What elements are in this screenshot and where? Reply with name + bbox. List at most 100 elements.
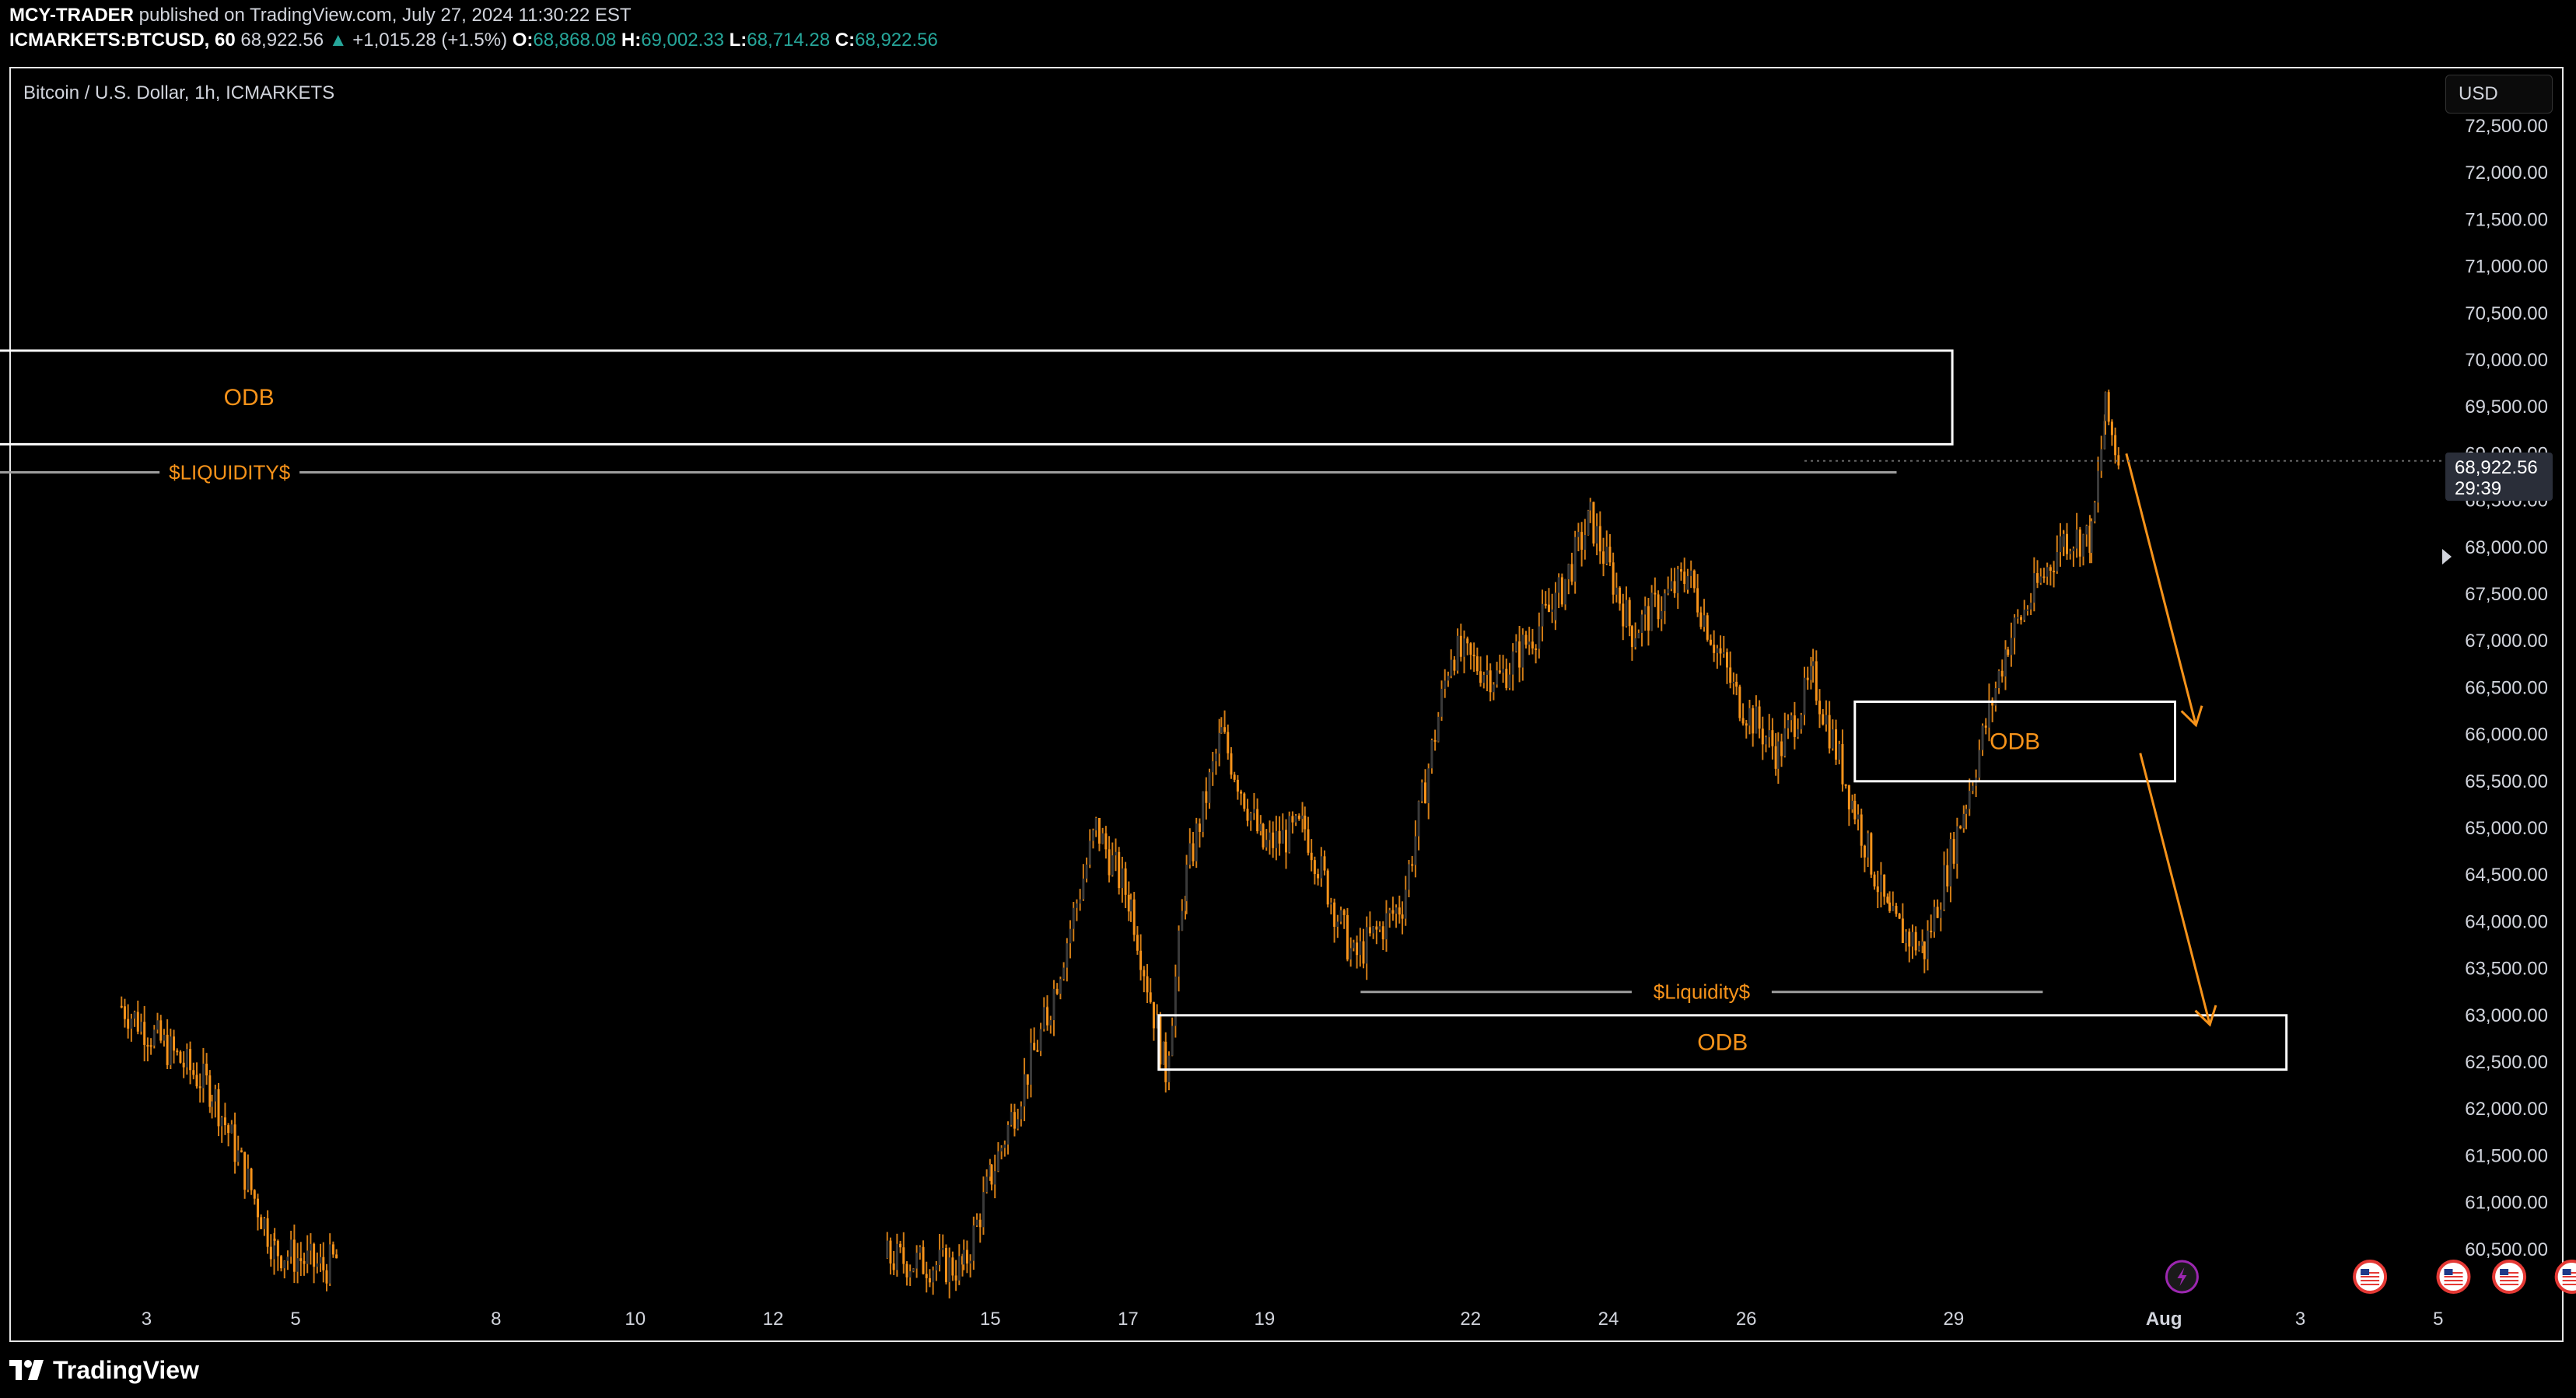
candle-body [1564, 578, 1567, 605]
candle-body [2039, 576, 2042, 583]
candle-body [1699, 612, 1703, 627]
flag-canton [2361, 1269, 2370, 1275]
candle-body [1844, 784, 1847, 786]
candle-body [2013, 617, 2016, 638]
candle-body [1895, 906, 1898, 914]
candle-body [1592, 502, 1595, 543]
candle-body [982, 1192, 985, 1228]
candle-body [266, 1218, 269, 1247]
candle-body [143, 1022, 146, 1045]
candle-body [1946, 865, 1949, 887]
candle-body [922, 1246, 925, 1274]
candle-body [1686, 575, 1689, 590]
flag-stripe [2361, 1276, 2380, 1277]
x-tick-label: 5 [290, 1309, 300, 1330]
odb-box[interactable] [1157, 1014, 2288, 1071]
arrow-head-icon [2194, 1005, 2217, 1027]
candle-body [1818, 701, 1822, 715]
candle-body [1994, 688, 1997, 706]
candle-body [1547, 604, 1550, 613]
candle-body [1602, 551, 1605, 564]
candle-body [1643, 606, 1647, 615]
y-tick-label: 62,000.00 [2465, 1099, 2548, 1120]
candle-body [1535, 648, 1538, 650]
candle-body [1320, 856, 1323, 879]
high-label: H: [621, 30, 642, 51]
currency-button[interactable]: USD [2445, 75, 2553, 114]
candle-body [1968, 791, 1971, 809]
candle-body [1538, 626, 1541, 649]
candle-body [1738, 687, 1741, 718]
candle-body [1423, 782, 1426, 804]
candle-body [1391, 910, 1395, 914]
low-label: L: [729, 30, 747, 51]
candle-body [1901, 918, 1904, 943]
candle-body [1313, 860, 1316, 875]
candle-body [1240, 792, 1243, 794]
candle-body [1437, 716, 1440, 742]
x-tick-label: 22 [1460, 1309, 1481, 1330]
candle-body [1162, 1041, 1165, 1065]
candle-body [1046, 1008, 1049, 1026]
chart-frame[interactable] [9, 67, 2564, 1342]
candle-body [2117, 455, 2120, 466]
candle-body [1453, 659, 1456, 671]
candle-body [1587, 510, 1590, 536]
candle-body [1049, 1020, 1052, 1026]
candle-body [1557, 577, 1560, 593]
published-text: published on TradingView.com, July 27, 2… [138, 5, 632, 26]
candle-body [1329, 902, 1332, 905]
candle-body [912, 1268, 915, 1272]
flag-stripe [2500, 1272, 2519, 1274]
candle-body [1149, 992, 1152, 1002]
candle-body [286, 1256, 289, 1261]
candle-body [280, 1256, 283, 1269]
drawings[interactable]: ODB ODB ODB $LIQUIDITY$ $Liquidity$ [0, 349, 2442, 1071]
odb-box[interactable] [1853, 700, 2177, 783]
candle-body [1815, 661, 1818, 701]
tradingview-logo[interactable]: TradingView [9, 1353, 199, 1387]
publisher-name[interactable]: MCY-TRADER [9, 5, 134, 26]
time-axis[interactable]: 3 5 8 10 12 15 17 19 22 24 26 29 Aug 3 5 [142, 1309, 2444, 1330]
event-markers[interactable] [2165, 1260, 2576, 1294]
candle-body [1647, 606, 1650, 631]
candle-body [269, 1246, 272, 1260]
flag-stripe [2361, 1280, 2380, 1281]
candle-body [1333, 902, 1336, 927]
candle-body [335, 1254, 338, 1259]
candle-body [1637, 633, 1640, 638]
candle-body [1284, 830, 1287, 853]
candle-body [1608, 547, 1612, 563]
candle-body [1252, 809, 1255, 813]
candle-body [2069, 550, 2072, 554]
candle-body [2110, 421, 2113, 435]
candle-body [1735, 681, 1738, 687]
candle-body [247, 1168, 250, 1190]
odb-box[interactable] [0, 349, 1954, 446]
candle-body [1339, 910, 1342, 922]
candle-body [1444, 680, 1447, 689]
candle-body [1205, 791, 1208, 803]
candle-body [1911, 931, 1914, 947]
projection-arrow[interactable] [2139, 753, 2211, 1026]
candle-body [1430, 739, 1433, 769]
candle-body [2010, 638, 2013, 655]
candle-body [230, 1124, 233, 1134]
candle-body [1584, 535, 1587, 550]
candle-body [1297, 816, 1300, 820]
candle-body [2042, 576, 2046, 578]
candle-body [1663, 593, 1666, 611]
flag-stripe [2562, 1284, 2576, 1285]
x-tick-label: 3 [142, 1309, 152, 1330]
chart-title: Bitcoin / U.S. Dollar, 1h, ICMARKETS [23, 82, 334, 103]
candle-body [2053, 571, 2056, 573]
x-tick-label: 17 [1118, 1309, 1139, 1330]
price-axis[interactable]: 72,500.00 72,000.00 71,500.00 71,000.00 70,5… [2465, 116, 2548, 1260]
symbol-label[interactable]: ICMARKETS:BTCUSD, 60 [9, 30, 236, 51]
candle-body [1124, 868, 1127, 895]
candle-body [928, 1277, 931, 1283]
candle-body [1657, 594, 1660, 620]
projection-arrow[interactable] [2125, 453, 2197, 725]
candle-body [1256, 809, 1259, 832]
